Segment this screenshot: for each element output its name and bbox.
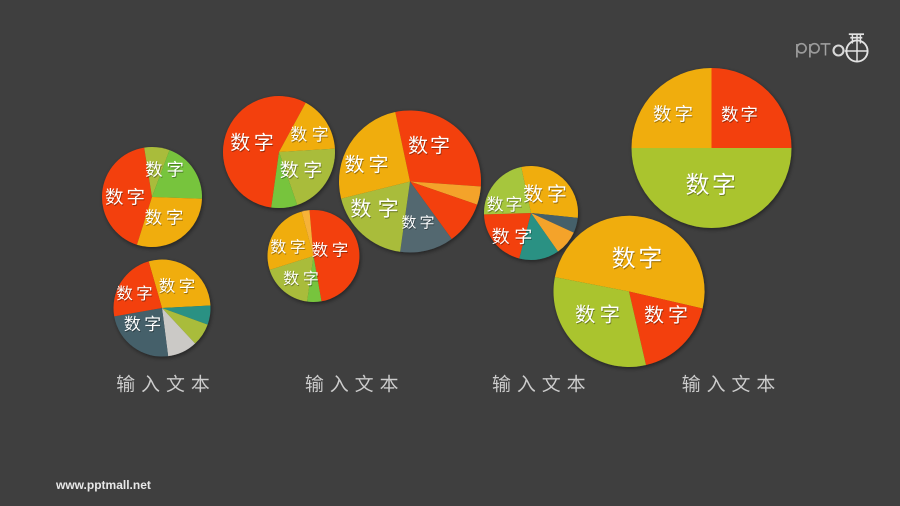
svg-text:www.pptmall.net: www.pptmall.net — [55, 478, 151, 492]
